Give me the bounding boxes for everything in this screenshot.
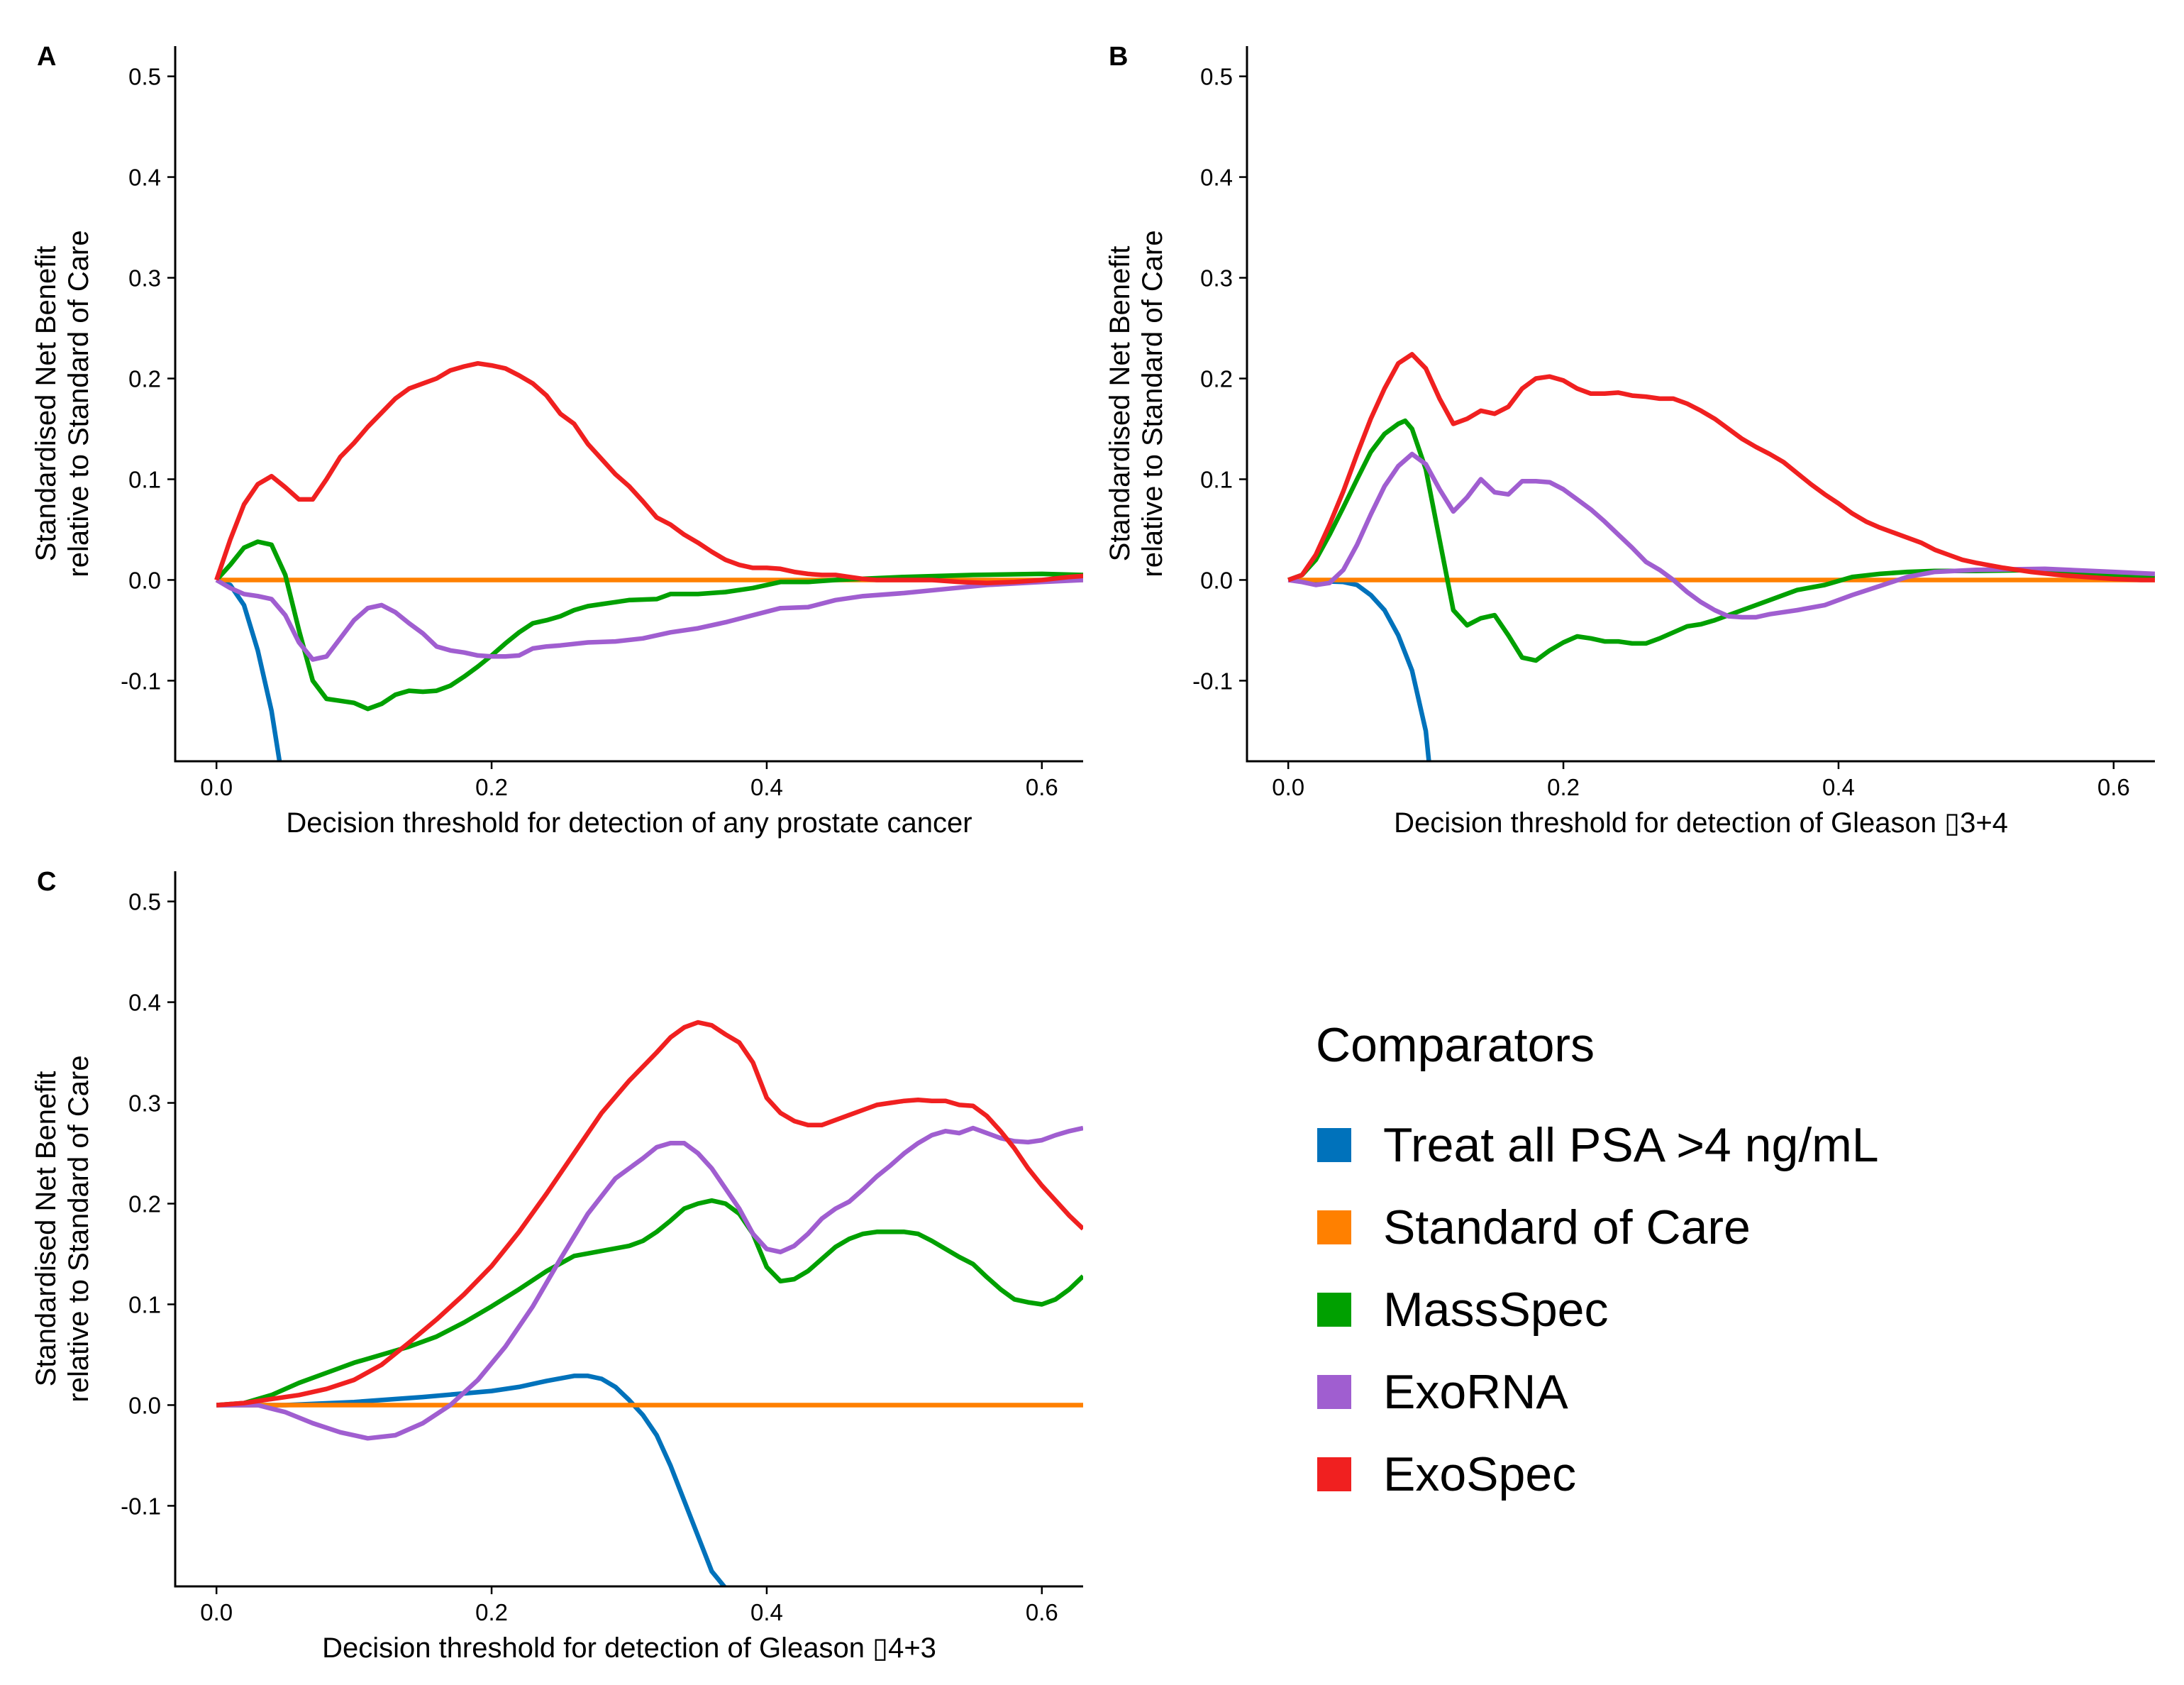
series-line-exospec — [1287, 352, 2155, 582]
x-tick-label: 0.6 — [1026, 774, 1058, 800]
y-tick-label: 0.0 — [1200, 567, 1233, 593]
y-axis-title-line: relative to Standard of Care — [1137, 230, 1168, 577]
y-tick-label: 0.3 — [1200, 265, 1233, 292]
y-tick-label: 0.5 — [128, 889, 161, 915]
y-tick-label: 0.0 — [128, 567, 161, 593]
panel-b: B -0.1 0.0 0.1 0.2 0.3 0.4 0.5 0.0 0.2 0.4 0.6 Decis… — [1104, 42, 2155, 839]
y-tick-label: 0.5 — [1200, 64, 1233, 90]
y-tick-label: -0.1 — [1192, 668, 1233, 694]
x-tick-label: 0.2 — [475, 774, 508, 800]
series-line-massspec — [214, 539, 1083, 712]
y-tick-label: 0.1 — [128, 1291, 161, 1317]
series-line-exospec — [216, 1020, 1083, 1408]
series-line-massspec — [216, 1198, 1083, 1408]
y-tick-label: 0.3 — [128, 265, 161, 292]
legend-label-standard-of-care: Standard of Care — [1383, 1200, 1751, 1254]
legend-swatch-treat-all — [1317, 1128, 1351, 1162]
legend-swatch-standard-of-care — [1317, 1210, 1351, 1244]
panel-c: C -0.1 0.0 0.1 0.2 0.3 0.4 0.5 0.0 0.2 0.4 0.6 Decis… — [31, 867, 1083, 1664]
y-tick-label: -0.1 — [121, 1493, 161, 1519]
legend-item-massspec: MassSpec — [1317, 1283, 1608, 1337]
x-tick-label: 0.4 — [1822, 774, 1855, 800]
panel-letter: C — [37, 867, 56, 897]
series-line-massspec — [1287, 418, 2155, 663]
legend-swatch-exospec — [1317, 1457, 1351, 1491]
y-tick-label: -0.1 — [121, 668, 161, 694]
legend: Comparators Treat all PSA >4 ng/mL Stand… — [1316, 1018, 1879, 1501]
panel-letter: A — [37, 42, 56, 72]
y-axis-title: Standardised Net Benefitrelative to Stan… — [1104, 230, 1168, 577]
legend-item-treat-all: Treat all PSA >4 ng/mL — [1317, 1118, 1879, 1172]
series-line-treat-all-psa-4-ng-ml — [1288, 578, 1431, 761]
y-tick-label: 0.3 — [128, 1090, 161, 1117]
series-group — [216, 1020, 1083, 1586]
panel-letter: B — [1109, 42, 1128, 72]
x-axis-title: Decision threshold for detection of any … — [286, 807, 972, 839]
legend-label-exospec: ExoSpec — [1383, 1447, 1576, 1501]
series-line-exorna — [216, 1125, 1083, 1441]
y-tick-label: 0.4 — [1200, 165, 1233, 191]
x-axis-title: Decision threshold for detection of Glea… — [322, 1632, 936, 1664]
legend-label-massspec: MassSpec — [1383, 1283, 1608, 1337]
series-group — [214, 360, 1083, 761]
y-axis-title: Standardised Net Benefitrelative to Stan… — [31, 230, 94, 577]
x-tick-label: 0.2 — [1547, 774, 1580, 800]
y-axis-title-line: Standardised Net Benefit — [31, 1071, 62, 1387]
series-line-exospec — [214, 360, 1083, 585]
legend-title: Comparators — [1316, 1018, 1595, 1072]
series-group — [1287, 352, 2155, 761]
y-tick-label: 0.0 — [128, 1392, 161, 1418]
x-tick-label: 0.2 — [475, 1599, 508, 1625]
legend-label-treat-all: Treat all PSA >4 ng/mL — [1383, 1118, 1879, 1172]
series-line-exorna — [215, 578, 1083, 662]
y-tick-label: 0.4 — [128, 990, 161, 1016]
legend-item-exorna: ExoRNA — [1317, 1365, 1568, 1419]
series-line-treat-all-psa-4-ng-ml — [216, 578, 282, 761]
x-tick-label: 0.6 — [2097, 774, 2130, 800]
y-axis-title-line: Standardised Net Benefit — [1104, 246, 1136, 562]
x-tick-label: 0.6 — [1026, 1599, 1058, 1625]
y-tick-label: 0.1 — [1200, 466, 1233, 492]
legend-item-standard-of-care: Standard of Care — [1317, 1200, 1751, 1254]
series-line-exorna — [1287, 451, 2155, 620]
y-axis-title-line: relative to Standard of Care — [63, 230, 94, 577]
legend-swatch-exorna — [1317, 1375, 1351, 1409]
x-axis-title: Decision threshold for detection of Glea… — [1394, 807, 2008, 839]
legend-swatch-massspec — [1317, 1293, 1351, 1327]
y-tick-label: 0.4 — [128, 165, 161, 191]
series-line-treat-all-psa-4-ng-ml — [216, 1374, 728, 1586]
y-axis-title-line: Standardised Net Benefit — [31, 246, 62, 562]
y-axis-title: Standardised Net Benefitrelative to Stan… — [31, 1055, 94, 1402]
x-tick-label: 0.0 — [200, 774, 233, 800]
y-tick-label: 0.2 — [128, 366, 161, 392]
legend-item-exospec: ExoSpec — [1317, 1447, 1576, 1501]
legend-label-exorna: ExoRNA — [1383, 1365, 1568, 1419]
x-tick-label: 0.4 — [750, 1599, 783, 1625]
y-tick-label: 0.2 — [128, 1191, 161, 1217]
y-tick-label: 0.2 — [1200, 366, 1233, 392]
y-tick-label: 0.1 — [128, 466, 161, 492]
y-axis-title-line: relative to Standard of Care — [63, 1055, 94, 1402]
x-tick-label: 0.4 — [750, 774, 783, 800]
panel-a: A -0.1 0.0 0.1 0.2 0.3 0.4 0.5 0.0 0.2 0.4 0.6 Decis… — [31, 42, 1083, 839]
x-tick-label: 0.0 — [1272, 774, 1304, 800]
x-tick-label: 0.0 — [200, 1599, 233, 1625]
y-tick-label: 0.5 — [128, 64, 161, 90]
